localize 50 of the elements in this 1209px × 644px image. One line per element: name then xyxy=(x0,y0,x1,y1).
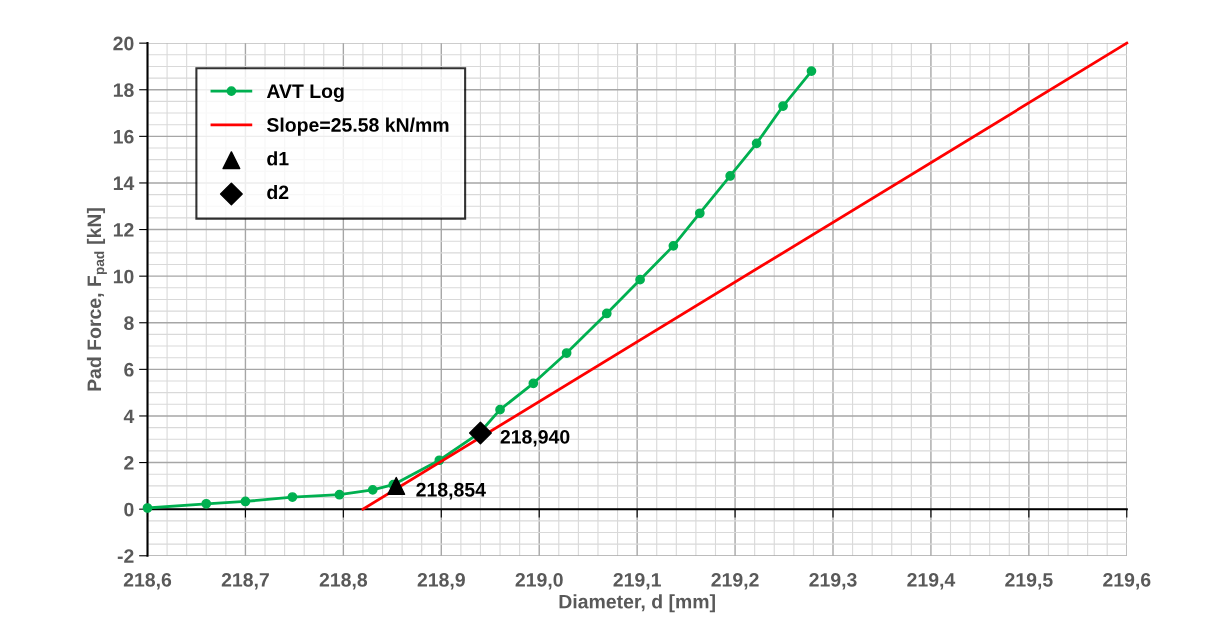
point xyxy=(367,484,378,495)
x-tick-label: 218,9 xyxy=(417,572,465,590)
point xyxy=(561,348,572,358)
point xyxy=(495,404,505,415)
x-tick-label: 218,7 xyxy=(221,572,269,590)
y-tick-label: 0 xyxy=(124,502,134,517)
point xyxy=(806,66,817,76)
point xyxy=(725,171,736,181)
y-tick-label: 10 xyxy=(113,269,134,284)
x-tick-label: 219,6 xyxy=(1103,572,1151,590)
annotation: 218,854 xyxy=(416,482,486,500)
point xyxy=(601,308,612,319)
y-tick-label: 4 xyxy=(123,409,135,424)
legend-label: AVT Log xyxy=(266,84,344,103)
point xyxy=(751,138,762,149)
point xyxy=(287,492,298,502)
y-tick-label: 6 xyxy=(124,362,134,377)
y-tick-label: 18 xyxy=(113,83,134,97)
point xyxy=(334,489,345,500)
y-tick-label: 20 xyxy=(113,36,134,51)
point xyxy=(778,101,788,111)
x-axis-title: Diameter, d [mm] xyxy=(559,594,715,613)
x-tick-label: 218,8 xyxy=(319,572,368,590)
x-tick-label: 219,2 xyxy=(711,572,759,590)
x-tick-label: 219,4 xyxy=(907,572,956,590)
point xyxy=(240,496,251,507)
x-tick-label: 219,0 xyxy=(515,572,563,590)
point xyxy=(635,274,645,285)
legend-label: d2 xyxy=(267,184,289,200)
point xyxy=(201,498,212,509)
point xyxy=(668,241,679,251)
annotation: 218,940 xyxy=(500,429,570,447)
point xyxy=(694,208,705,219)
y-tick-label: 16 xyxy=(113,129,134,144)
legend-label: Slope=25.58 kN/mm xyxy=(266,117,449,136)
y-tick-label: 8 xyxy=(124,316,134,330)
y-tick-label: -2 xyxy=(117,549,134,563)
x-tick-label: 219,3 xyxy=(809,572,857,590)
legend-label: d1 xyxy=(267,151,289,166)
y-tick-label: 2 xyxy=(124,456,134,470)
point xyxy=(387,476,406,495)
y-axis-title: Pad Force, F$_{pad}$ [kN] xyxy=(86,208,107,391)
x-tick-label: 219,1 xyxy=(613,572,661,590)
y-tick-label: 14 xyxy=(113,176,135,190)
point xyxy=(528,378,539,389)
point xyxy=(468,421,492,445)
point xyxy=(142,503,153,513)
x-tick-label: 218,6 xyxy=(123,572,172,590)
x-tick-label: 219,5 xyxy=(1005,572,1053,590)
y-tick-label: 12 xyxy=(113,223,134,237)
